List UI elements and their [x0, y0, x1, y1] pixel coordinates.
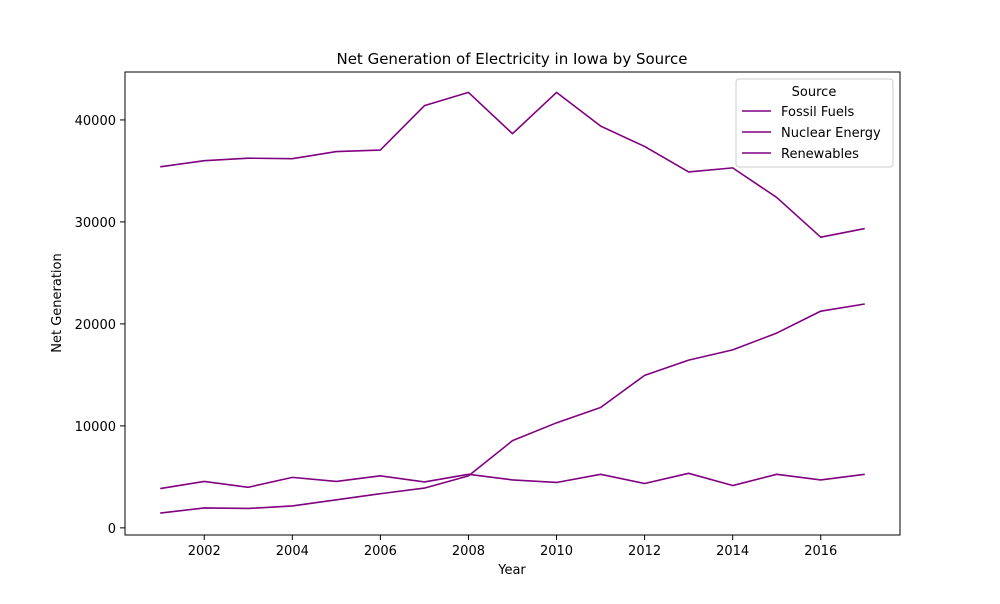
- legend-label-renewables: Renewables: [781, 147, 859, 162]
- chart-title: Net Generation of Electricity in Iowa by…: [336, 50, 687, 68]
- plot-area: 2002 2004 2006 2008 2010 2012 2014 2016 0 10000 20…: [75, 91, 865, 559]
- x-tick-label: 2012: [628, 544, 661, 559]
- x-tick-label: 2010: [540, 544, 573, 559]
- x-tick-label: 2004: [276, 544, 309, 559]
- axes-frame: [124, 71, 901, 536]
- legend-box: [735, 78, 894, 168]
- y-tick-label: 20000: [75, 318, 116, 333]
- x-tick-label: 2014: [716, 544, 749, 559]
- x-tick-label: 2008: [452, 544, 485, 559]
- y-tick-label: 40000: [75, 114, 116, 129]
- y-tick-label: 0: [108, 522, 116, 537]
- y-axis-label: Net Generation: [50, 253, 65, 352]
- x-tick-label: 2016: [804, 544, 837, 559]
- series-line-fossil-fuels: [160, 91, 865, 239]
- legend-label-nuclear-energy: Nuclear Energy: [781, 126, 881, 141]
- y-tick-label: 10000: [75, 420, 116, 435]
- series-line-renewables: [160, 303, 865, 514]
- legend-label-fossil-fuels: Fossil Fuels: [781, 105, 854, 120]
- y-tick-label: 30000: [75, 216, 116, 231]
- legend: Source Fossil Fuels Nuclear Energy Renewab…: [735, 78, 894, 168]
- x-tick-label: 2006: [364, 544, 397, 559]
- legend-title: Source: [792, 85, 837, 100]
- x-tick-label: 2002: [188, 544, 221, 559]
- x-axis-label: Year: [497, 563, 526, 578]
- series-line-nuclear-energy: [160, 472, 865, 490]
